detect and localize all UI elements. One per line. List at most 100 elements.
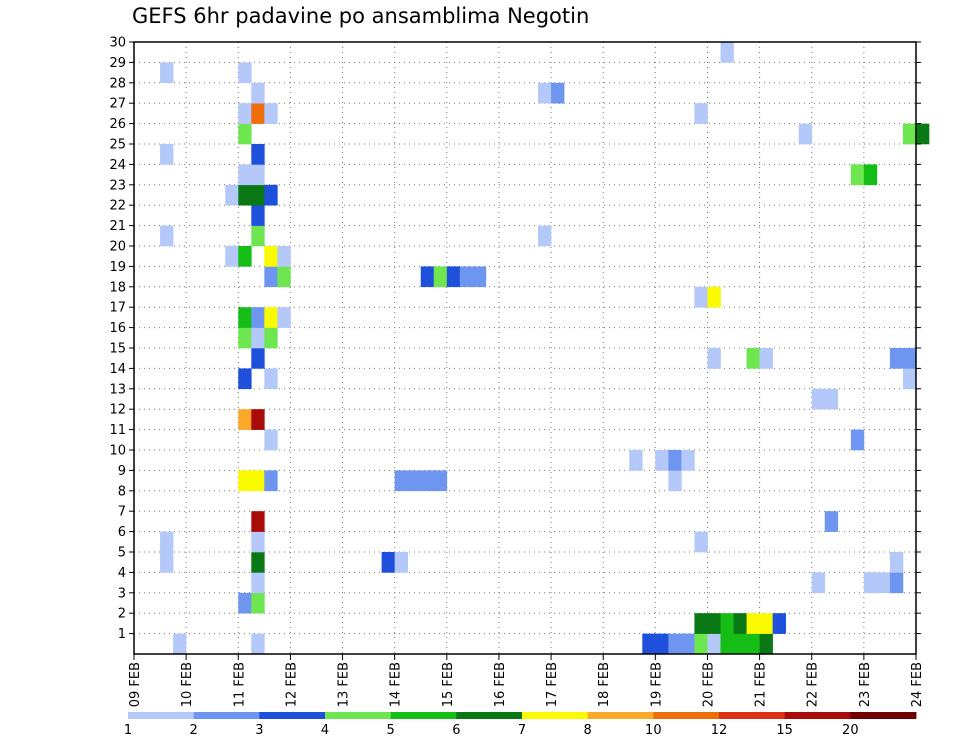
- precip-cell: [811, 388, 826, 410]
- precip-cell: [251, 103, 265, 124]
- y-tick-label: 24: [109, 158, 126, 173]
- precip-cell: [251, 572, 265, 594]
- precip-cell: [759, 613, 773, 634]
- precip-cell: [798, 123, 813, 145]
- precip-cell: [160, 552, 174, 573]
- y-tick-label: 11: [109, 423, 126, 438]
- precip-cell: [394, 552, 408, 573]
- precip-cell: [655, 633, 669, 655]
- precip-cell: [251, 348, 265, 369]
- precip-cell: [824, 511, 839, 532]
- y-tick-label: 13: [109, 382, 126, 397]
- precip-cell: [850, 164, 865, 186]
- precip-cell: [707, 613, 721, 634]
- precip-cell: [668, 450, 682, 471]
- precip-cell: [720, 633, 734, 655]
- precip-cell: [238, 62, 252, 84]
- y-tick-label: 4: [118, 566, 126, 581]
- precip-cell: [433, 266, 448, 288]
- precip-cell: [889, 348, 904, 369]
- x-tick-label: 20 FEB: [701, 662, 716, 707]
- colorbar-segment: [390, 712, 457, 719]
- x-tick-label: 10 FEB: [180, 662, 195, 707]
- x-tick-label: 09 FEB: [128, 662, 143, 707]
- precip-cell: [694, 286, 708, 308]
- y-tick-label: 19: [109, 260, 126, 275]
- precip-cell: [160, 62, 174, 84]
- y-tick-label: 26: [109, 117, 126, 132]
- precip-cell: [277, 246, 291, 267]
- y-tick-label: 9: [118, 464, 126, 479]
- precip-cell: [251, 184, 265, 206]
- precip-cell: [264, 103, 278, 124]
- colorbar-segment: [587, 712, 654, 719]
- x-tick-label: 17 FEB: [545, 662, 560, 707]
- precip-cell: [264, 307, 278, 328]
- precip-cell: [694, 531, 708, 553]
- precip-cell: [538, 225, 552, 247]
- colorbar-segment: [259, 712, 326, 719]
- precip-cell: [264, 327, 278, 349]
- precip-cell: [160, 144, 174, 165]
- precip-cell: [538, 82, 552, 104]
- precip-cell: [551, 82, 565, 104]
- precip-cell: [902, 348, 917, 369]
- colorbar-label: 7: [518, 723, 526, 738]
- precip-cell: [160, 531, 174, 553]
- colorbar-label: 2: [190, 723, 198, 738]
- precip-cell: [238, 103, 252, 124]
- colorbar-segment: [850, 712, 917, 719]
- y-tick-label: 7: [118, 505, 126, 520]
- precip-cell: [394, 470, 408, 492]
- colorbar-segment: [325, 712, 392, 719]
- precip-cell: [811, 572, 826, 594]
- colorbar-segment: [193, 712, 260, 719]
- y-tick-label: 25: [109, 138, 126, 153]
- precip-cell: [420, 470, 435, 492]
- y-tick-label: 23: [109, 178, 126, 193]
- precip-cell: [472, 266, 487, 288]
- precip-cell: [238, 409, 252, 430]
- precip-cell: [863, 572, 878, 594]
- precip-cell: [238, 592, 252, 614]
- x-tick-label: 15 FEB: [441, 662, 456, 707]
- precip-cell: [381, 552, 395, 573]
- precip-cell: [251, 225, 265, 247]
- precip-cell: [876, 572, 891, 594]
- precip-cell: [251, 205, 265, 226]
- y-tick-label: 6: [118, 525, 126, 540]
- precip-cell: [746, 633, 760, 655]
- y-tick-label: 12: [109, 403, 126, 418]
- precip-cell: [707, 633, 721, 655]
- precip-cell: [720, 42, 734, 63]
- precip-cell: [251, 552, 265, 573]
- chart-title: GEFS 6hr padavine po ansamblima Negotin: [132, 4, 590, 28]
- precip-cell: [746, 348, 760, 369]
- precip-cell: [824, 388, 839, 410]
- precip-cell: [251, 164, 265, 186]
- precip-cell: [655, 450, 669, 471]
- precip-cell: [238, 470, 252, 492]
- precip-cell: [264, 246, 278, 267]
- precip-cell: [225, 246, 239, 267]
- precip-cell: [681, 450, 695, 471]
- precip-cell: [277, 307, 291, 328]
- y-tick-label: 18: [109, 280, 126, 295]
- x-tick-label: 12 FEB: [284, 662, 299, 707]
- precip-cell: [668, 470, 682, 492]
- precip-cell: [889, 552, 904, 573]
- precip-cell: [251, 633, 265, 655]
- colorbar-label: 20: [842, 723, 859, 738]
- precip-cell: [238, 307, 252, 328]
- precip-cell: [720, 613, 734, 634]
- colorbar-segment: [653, 712, 720, 719]
- precip-cell: [733, 633, 747, 655]
- y-tick-label: 10: [109, 444, 126, 459]
- precip-cell: [264, 368, 278, 390]
- colorbar-segment: [719, 712, 786, 719]
- colorbar-label: 15: [776, 723, 793, 738]
- precip-cell: [707, 286, 721, 308]
- precip-cell: [251, 327, 265, 349]
- y-tick-label: 20: [109, 240, 126, 255]
